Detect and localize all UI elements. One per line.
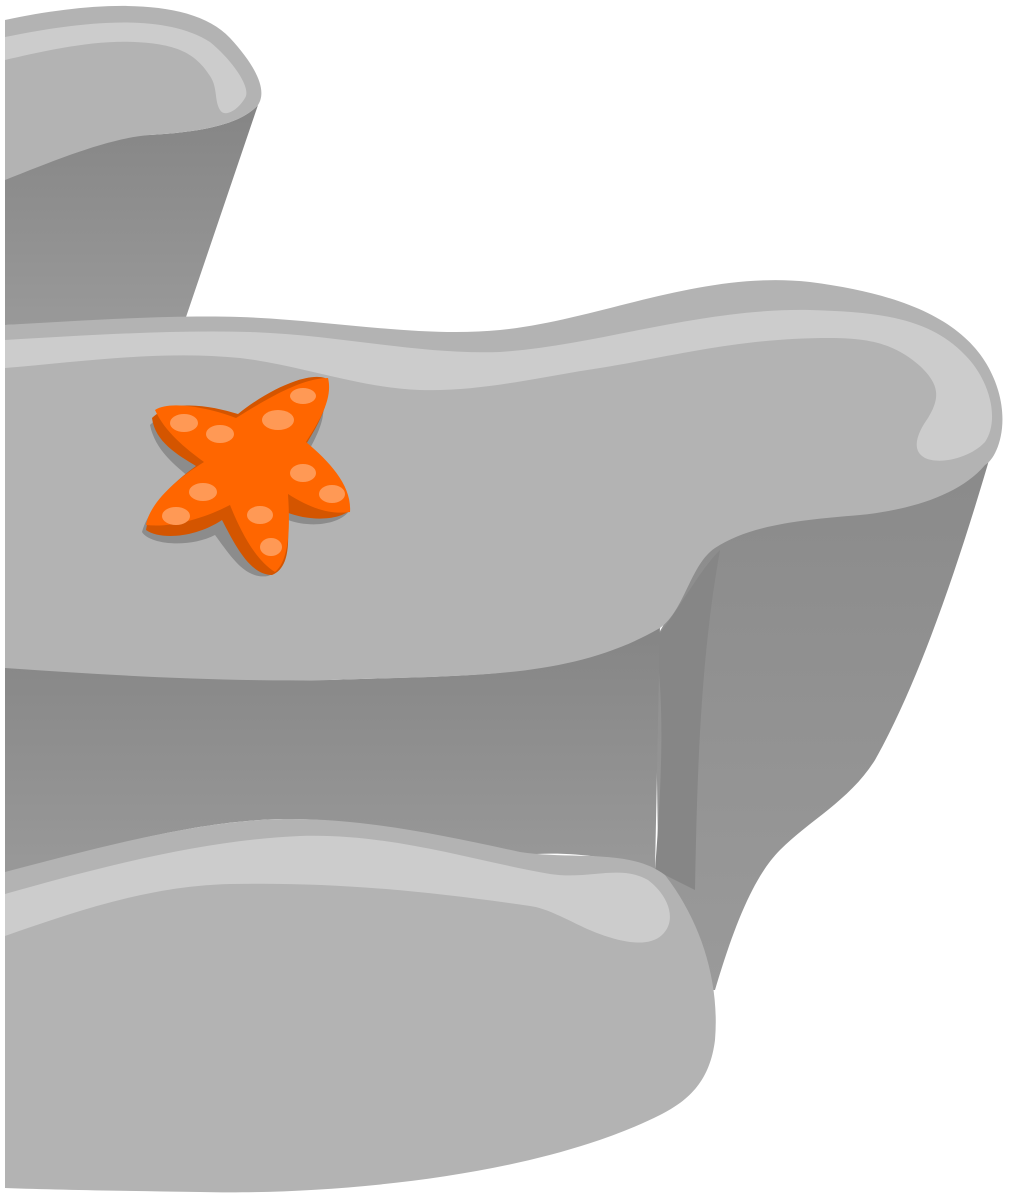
middle-ledge-highlight [5, 309, 993, 461]
starfish-spot [290, 388, 316, 404]
starfish-spot [206, 425, 234, 443]
cliff-crevice [655, 550, 720, 890]
middle-ledge-front-side [5, 625, 660, 875]
top-ledge-highlight [5, 22, 247, 114]
starfish-spot [247, 506, 273, 524]
middle-ledge-surface [5, 280, 1003, 681]
starfish-spot [319, 485, 345, 503]
starfish-spots [162, 388, 345, 556]
starfish-body [146, 378, 351, 572]
top-rock-ledge [5, 5, 262, 325]
starfish-spot [260, 538, 282, 556]
starfish-spot [162, 507, 190, 525]
starfish-spot [262, 410, 294, 430]
bottom-ledge-highlight [5, 835, 670, 943]
starfish-spot [170, 414, 198, 432]
bottom-rock-ledge [5, 819, 716, 1193]
starfish-spot [290, 464, 316, 482]
bottom-ledge-surface [5, 819, 716, 1193]
middle-rock-ledge [5, 280, 1003, 990]
top-ledge-side [5, 105, 258, 325]
right-cliff-side [655, 450, 992, 990]
starfish-spot [189, 483, 217, 501]
starfish [142, 376, 351, 577]
